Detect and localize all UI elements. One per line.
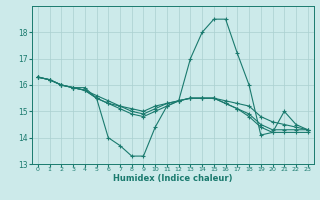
X-axis label: Humidex (Indice chaleur): Humidex (Indice chaleur) <box>113 174 233 183</box>
